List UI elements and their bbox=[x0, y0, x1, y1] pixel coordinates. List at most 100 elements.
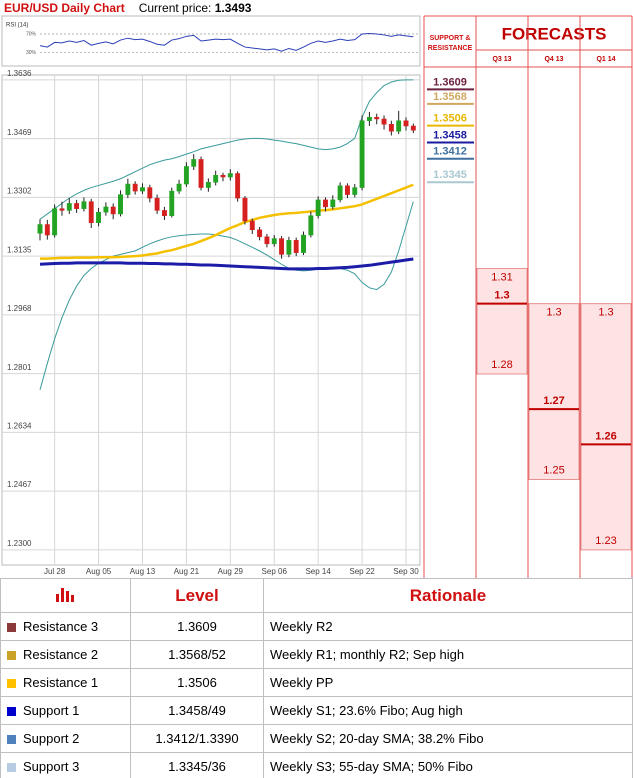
cell-text: Support 1 bbox=[23, 703, 80, 718]
candle-body bbox=[176, 183, 182, 192]
candle-body bbox=[147, 187, 153, 199]
candle-body bbox=[220, 175, 226, 178]
candle-body bbox=[396, 120, 402, 132]
level-label: 1.3568 bbox=[433, 91, 467, 103]
table-row: Support 3 1.3345/36 Weekly S3; 55-day SMA;… bbox=[0, 752, 633, 778]
table-header-row: Level Rationale bbox=[0, 578, 633, 613]
cell-text: 1.3345/36 bbox=[168, 759, 226, 774]
column-header: Level bbox=[130, 578, 264, 613]
level-label: 1.3609 bbox=[433, 76, 467, 88]
candle-body bbox=[235, 173, 241, 199]
level-label: 1.3506 bbox=[433, 113, 467, 125]
candle-body bbox=[249, 220, 255, 231]
y-tick-label: 1.3135 bbox=[7, 245, 32, 254]
cell-text: Support 2 bbox=[23, 731, 80, 746]
table-row: Support 2 1.3412/1.3390 Weekly S2; 20-day … bbox=[0, 724, 633, 753]
candle-body bbox=[374, 116, 380, 120]
rsi-panel bbox=[1, 15, 421, 67]
level-label: 1.3345 bbox=[433, 169, 467, 181]
candle-body bbox=[359, 120, 365, 188]
y-tick-label: 1.2634 bbox=[7, 421, 32, 430]
candle-body bbox=[198, 159, 204, 188]
forecast-range bbox=[528, 303, 580, 481]
table-cell: Weekly S2; 20-day SMA; 38.2% Fibo bbox=[263, 724, 633, 753]
forecast-period: Q3 13 bbox=[492, 56, 511, 63]
candle-body bbox=[52, 208, 58, 236]
table-cell: Resistance 1 bbox=[0, 668, 131, 697]
table-cell: 1.3609 bbox=[130, 612, 264, 641]
indicator-line bbox=[40, 183, 414, 260]
table-cell: 1.3506 bbox=[130, 668, 264, 697]
forecast-range bbox=[476, 267, 528, 375]
cell-text: Weekly S3; 55-day SMA; 50% Fibo bbox=[270, 759, 473, 774]
y-tick-label: 1.3469 bbox=[7, 128, 32, 137]
cell-text: Resistance 3 bbox=[23, 619, 99, 634]
forecast-high-label: 1.3 bbox=[546, 307, 561, 319]
candle-body bbox=[66, 203, 72, 211]
forecast-high-label: 1.31 bbox=[491, 271, 512, 283]
rsi-title: RSI (14) bbox=[6, 23, 28, 29]
cell-text: 1.3506 bbox=[177, 675, 217, 690]
forecast-central-label: 1.3 bbox=[494, 290, 509, 302]
candle-body bbox=[279, 238, 285, 255]
candle-body bbox=[183, 166, 189, 185]
cell-text: Weekly S2; 20-day SMA; 38.2% Fibo bbox=[270, 731, 484, 746]
y-tick-label: 1.2300 bbox=[7, 539, 32, 548]
header: EUR/USD Daily Chart Current price: 1.3493 bbox=[4, 1, 251, 15]
table-cell: 1.3412/1.3390 bbox=[130, 724, 264, 753]
chart: RSI (14) 70% 30% 1.3636 1.3469 1.3302 1.3135 1.… bbox=[1, 15, 633, 578]
x-tick-label: Aug 21 bbox=[174, 567, 200, 576]
bar-icon bbox=[55, 588, 74, 602]
candle-body bbox=[37, 224, 43, 234]
y-tick-label: 1.3636 bbox=[7, 69, 32, 78]
candle-body bbox=[337, 185, 343, 201]
table-cell: Resistance 3 bbox=[0, 612, 131, 641]
candle-body bbox=[257, 229, 263, 238]
color-swatch bbox=[7, 735, 16, 745]
x-tick-label: Aug 13 bbox=[130, 567, 156, 576]
candle-body bbox=[227, 173, 233, 178]
candle-body bbox=[344, 185, 350, 195]
candle-body bbox=[264, 236, 270, 245]
candle-body bbox=[132, 183, 138, 192]
forecast-high-label: 1.3 bbox=[598, 307, 613, 319]
candle-body bbox=[388, 123, 394, 132]
rsi-line bbox=[39, 33, 414, 52]
table-cell: Weekly R1; monthly R2; Sep high bbox=[263, 640, 633, 669]
forecast-period: Q1 14 bbox=[596, 56, 615, 63]
column-header: Rationale bbox=[263, 578, 633, 613]
x-tick-label: Sep 06 bbox=[262, 567, 288, 576]
candle-body bbox=[59, 208, 65, 211]
candle-body bbox=[169, 190, 175, 216]
table-cell: 1.3568/52 bbox=[130, 640, 264, 669]
candle-body bbox=[44, 224, 50, 236]
levels-title: SUPPORT & RESISTANCE bbox=[427, 35, 473, 52]
plot-area bbox=[1, 74, 421, 566]
forecast-low-label: 1.28 bbox=[491, 359, 512, 371]
forecast-low-label: 1.23 bbox=[595, 535, 616, 547]
candle-body bbox=[403, 120, 409, 127]
candle-body bbox=[352, 187, 358, 195]
forecast-title: FORECASTS bbox=[502, 24, 607, 43]
candle-body bbox=[125, 183, 131, 195]
table-cell: 1.3458/49 bbox=[130, 696, 264, 725]
forecast-range bbox=[580, 303, 632, 551]
candle-body bbox=[323, 199, 328, 208]
table-cell: Support 1 bbox=[0, 696, 131, 725]
candle-body bbox=[103, 206, 109, 213]
cell-text: Resistance 1 bbox=[23, 675, 99, 690]
table-body: Resistance 3 1.3609 Weekly R2 Resistance 2 1… bbox=[0, 612, 633, 778]
candle-body bbox=[293, 240, 299, 253]
y-tick-label: 1.2968 bbox=[7, 304, 32, 313]
cell-text: 1.3458/49 bbox=[168, 703, 226, 718]
x-tick-label: Sep 30 bbox=[393, 567, 419, 576]
candle-body bbox=[242, 197, 248, 222]
x-tick-label: Jul 28 bbox=[44, 567, 66, 576]
color-swatch bbox=[7, 679, 16, 689]
table-cell: Resistance 2 bbox=[0, 640, 131, 669]
y-tick-label: 1.3302 bbox=[7, 187, 32, 196]
color-swatch bbox=[7, 623, 16, 633]
indicator-line bbox=[39, 79, 414, 220]
candle-body bbox=[88, 201, 94, 223]
